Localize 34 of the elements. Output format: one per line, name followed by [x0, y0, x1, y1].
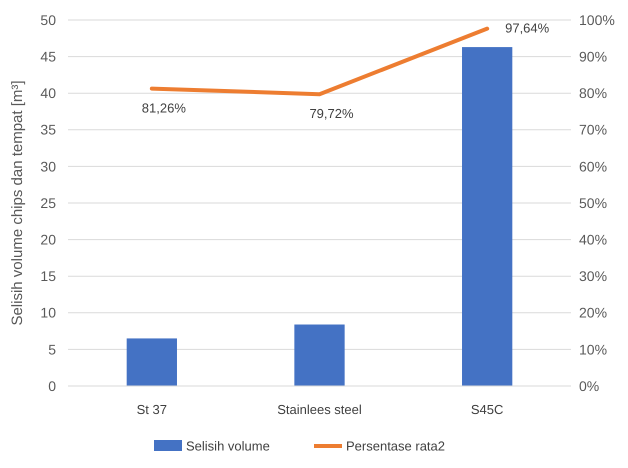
y-tick-label: 30: [40, 158, 56, 174]
y2-tick-label: 20%: [579, 304, 608, 321]
y2-tick-label: 100%: [579, 12, 615, 28]
y2-tick-label: 90%: [579, 48, 608, 64]
y-tick-label: 10: [40, 304, 56, 321]
y-tick-label: 5: [48, 341, 56, 358]
x-tick-label: St 37: [136, 402, 168, 417]
y-tick-label: 0: [48, 378, 56, 394]
bar: [462, 47, 512, 386]
y2-tick-label: 50%: [579, 194, 608, 211]
y2-tick-label: 40%: [579, 232, 608, 248]
y-tick-label: 50: [40, 12, 56, 28]
data-label: 79,72%: [309, 106, 354, 122]
y-tick-label: 40: [40, 85, 56, 102]
x-tick-label: S45C: [470, 402, 504, 417]
y-tick-label: 15: [40, 268, 56, 284]
data-label: 97,64%: [505, 20, 550, 36]
y-tick-label: 45: [40, 48, 56, 64]
y2-tick-label: 30%: [579, 268, 608, 284]
y2-tick-label: 10%: [579, 341, 608, 358]
y2-tick-label: 60%: [579, 158, 608, 174]
y2-tick-label: 80%: [579, 85, 608, 102]
y2-tick-label: 70%: [579, 122, 608, 138]
y-tick-label: 20: [40, 232, 56, 248]
y2-tick-label: 0%: [579, 378, 600, 394]
bar: [294, 324, 345, 386]
legend-label: Selisih volume: [186, 438, 270, 454]
y-tick-label: 25: [40, 194, 56, 211]
bar: [126, 338, 177, 386]
y-axis-title: Selisih volume chips dan tempat [m³]: [9, 80, 26, 326]
legend-label: Persentase rata2: [346, 438, 446, 454]
y-tick-label: 35: [40, 122, 56, 138]
x-tick-label: Stainlees steel: [277, 402, 362, 417]
data-label: 81,26%: [142, 100, 186, 116]
